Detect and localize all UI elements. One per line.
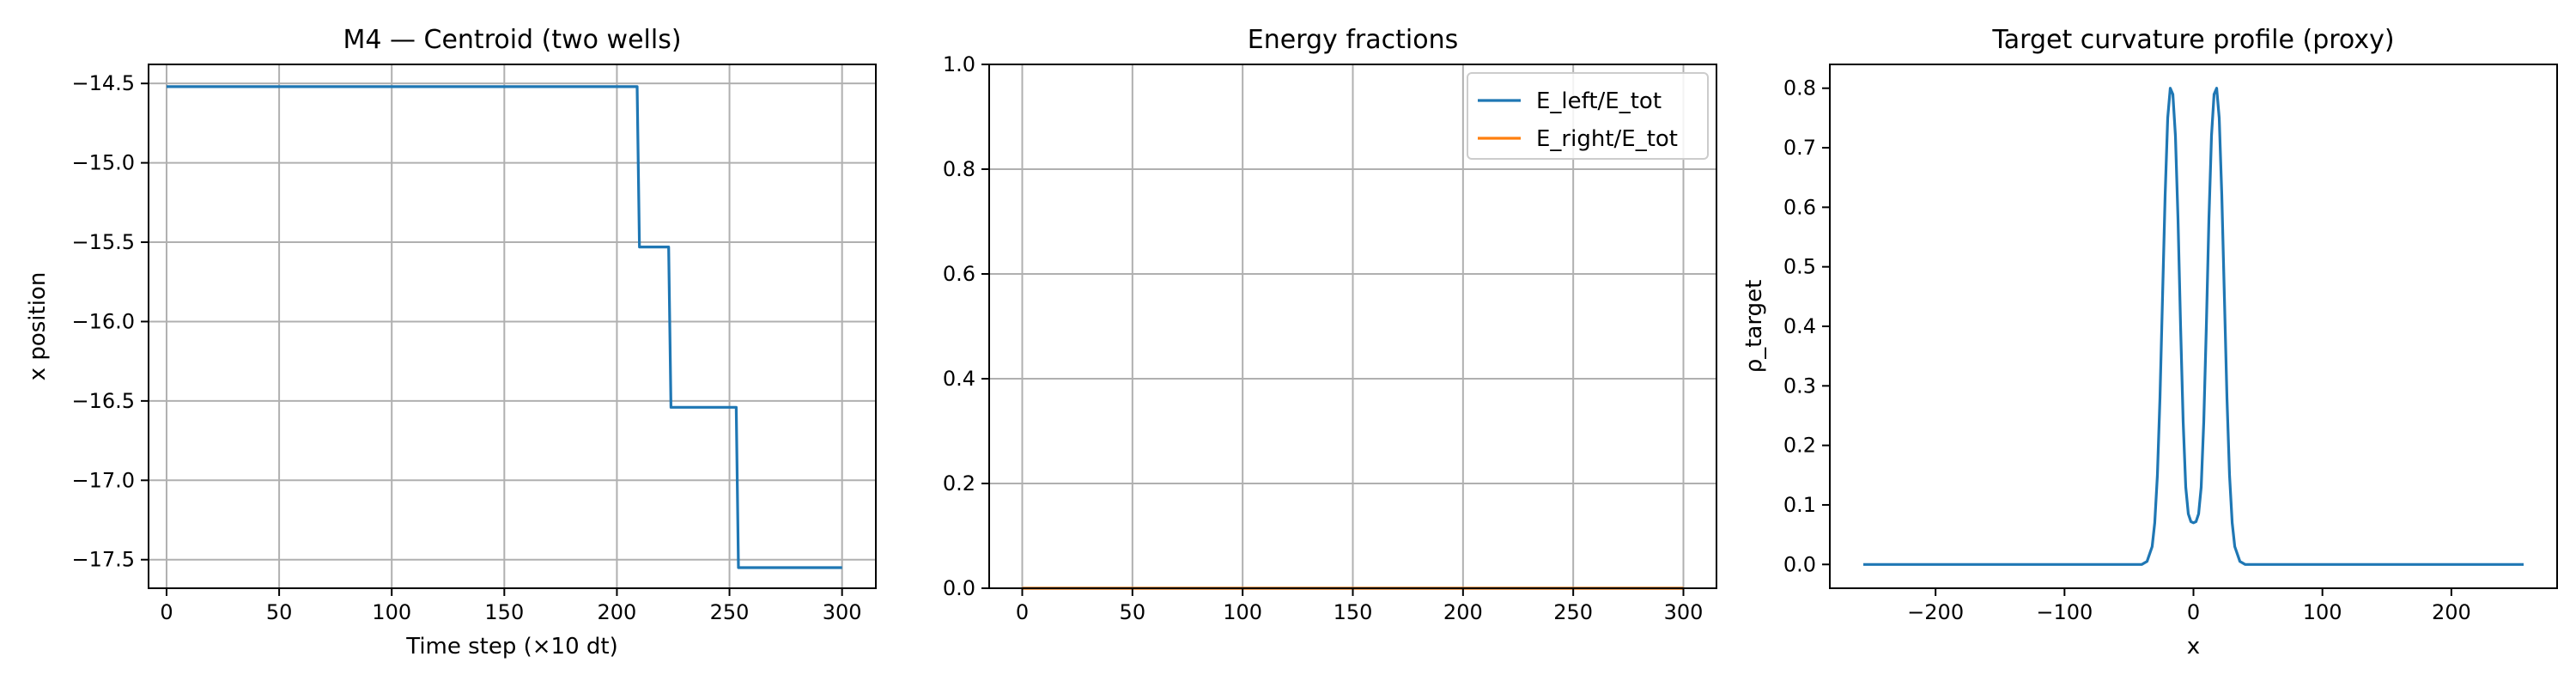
x-tick-label: 200 [1443, 600, 1483, 624]
y-tick-label: 0.2 [943, 471, 975, 495]
y-tick-label: 0.1 [1783, 493, 1816, 517]
x-tick-label: 250 [1553, 600, 1593, 624]
axes-frame [1829, 64, 2558, 589]
chart-title: Energy fractions [1248, 25, 1458, 55]
y-tick-label: −15.5 [71, 230, 135, 254]
x-tick-label: 100 [1223, 600, 1262, 624]
y-axis-label: ρ_target [1741, 280, 1767, 374]
x-tick-label: 50 [1120, 600, 1146, 624]
x-tick-label: 50 [266, 600, 293, 624]
x-tick-label: 0 [160, 600, 173, 624]
x-axis-label: x [2187, 634, 2200, 660]
x-tick-label: 300 [823, 600, 862, 624]
x-tick-label: 0 [1016, 600, 1029, 624]
panel-2: 0 50 100 150 200 250 300 0.0 0.2 0.4 0.6 0.8 1.0 Ener… [943, 25, 1717, 624]
legend-box [1467, 72, 1709, 160]
x-tick-label: −200 [1907, 600, 1964, 624]
series-line-1 [1863, 87, 2524, 566]
grid [149, 64, 876, 588]
y-tick-label: −14.5 [71, 71, 135, 95]
y-tick-label: 0.2 [1783, 434, 1816, 458]
y-tick-label: 0.3 [1783, 374, 1816, 398]
y-tick-label: 0.0 [1783, 552, 1816, 576]
y-tick-label: 0.6 [1783, 195, 1816, 219]
y-tick-label: −16.5 [71, 389, 135, 413]
x-tick-label: 150 [484, 600, 524, 624]
y-tick-label: 0.0 [943, 576, 975, 600]
y-tick-label: −16.0 [71, 309, 135, 333]
x-tick-label: 150 [1334, 600, 1373, 624]
x-tick-label: 100 [2303, 600, 2342, 624]
chart-title: M4 — Centroid (two wells) [343, 25, 681, 55]
x-tick-label: −100 [2036, 600, 2093, 624]
x-tick-label: 200 [598, 600, 637, 624]
y-tick-label: 1.0 [943, 52, 975, 76]
series-line-1 [167, 85, 842, 569]
x-tick-label: 250 [710, 600, 750, 624]
y-tick-label: 0.7 [1783, 136, 1816, 160]
chart-title: Target curvature profile (proxy) [1991, 25, 2394, 55]
y-tick-label: 0.5 [1783, 255, 1816, 279]
x-tick-label: 300 [1664, 600, 1704, 624]
x-tick-label: 200 [2432, 600, 2471, 624]
x-axis-label: Time step (×10 dt) [405, 634, 618, 660]
legend-label-2: E_right/E_tot [1536, 126, 1678, 152]
y-tick-label: −17.0 [71, 468, 135, 492]
y-tick-label: −17.5 [71, 548, 135, 572]
y-tick-label: 0.6 [943, 262, 975, 286]
legend-label-1: E_left/E_tot [1536, 88, 1662, 114]
x-tick-label: 100 [372, 600, 411, 624]
y-tick-label: 0.4 [943, 367, 975, 391]
y-tick-label: 0.4 [1783, 314, 1816, 338]
legend: E_left/E_tot E_right/E_tot [1467, 72, 1709, 160]
y-axis-label: x position [25, 272, 51, 381]
panel-1: 0 50 100 150 200 250 300 −14.5 −15.0 −15.5 −16.0 −1… [25, 25, 877, 660]
axes-frame [148, 64, 877, 589]
x-tick-label: 0 [2187, 600, 2200, 624]
y-tick-label: −15.0 [71, 151, 135, 175]
y-tick-label: 0.8 [943, 157, 975, 181]
y-tick-label: 0.8 [1783, 76, 1816, 100]
panel-3: −200 −100 0 100 200 0.0 0.1 0.2 0.3 0.4 0.5 0.6 0.7 0… [1741, 25, 2558, 660]
